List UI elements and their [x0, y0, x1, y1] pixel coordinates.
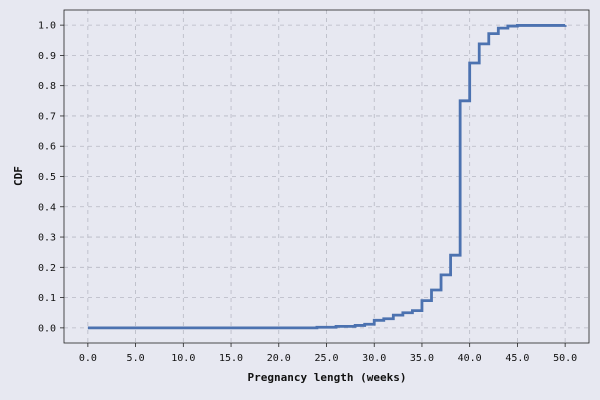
y-tick-label: 1.0 [38, 21, 56, 32]
x-tick-label: 25.0 [314, 353, 338, 364]
x-tick-label: 50.0 [553, 353, 577, 364]
y-axis-label: CDF [12, 166, 25, 186]
x-tick-label: 30.0 [362, 353, 386, 364]
y-tick-label: 0.8 [38, 81, 56, 92]
x-tick-label: 15.0 [219, 353, 243, 364]
y-tick-label: 0.3 [38, 233, 56, 244]
y-tick-label: 0.5 [38, 172, 56, 183]
ticks: 0.0 5.0 10.0 15.0 20.0 25.0 30.0 35.0 40.0 45.0 50… [38, 21, 577, 364]
x-tick-label: 0.0 [79, 353, 97, 364]
y-tick-label: 0.1 [38, 293, 56, 304]
x-tick-label: 20.0 [267, 353, 291, 364]
cdf-step-line [87, 24, 567, 330]
x-tick-label: 5.0 [127, 353, 145, 364]
y-tick-label: 0.7 [38, 111, 56, 122]
x-tick-label: 45.0 [505, 353, 529, 364]
x-tick-label: 10.0 [171, 353, 195, 364]
y-tick-label: 0.9 [38, 51, 56, 62]
x-tick-label: 35.0 [410, 353, 434, 364]
x-tick-label: 40.0 [458, 353, 482, 364]
x-axis-label: Pregnancy length (weeks) [248, 371, 407, 384]
y-tick-label: 0.0 [38, 323, 56, 334]
y-tick-label: 0.4 [38, 202, 56, 213]
plot-area [87, 24, 567, 330]
y-tick-label: 0.2 [38, 263, 56, 274]
y-tick-label: 0.6 [38, 142, 56, 153]
